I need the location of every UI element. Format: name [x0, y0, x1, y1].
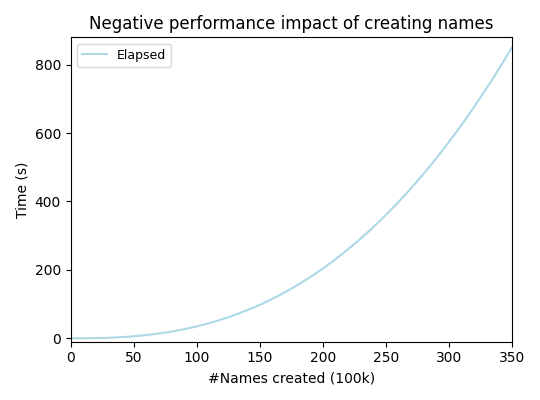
Elapsed	[280, 291, 286, 296]
Elapsed	[498, 63, 504, 68]
Line: Elapsed: Elapsed	[71, 48, 512, 338]
Elapsed	[509, 45, 515, 50]
Elapsed	[68, 336, 74, 341]
X-axis label: #Names created (100k): #Names created (100k)	[208, 371, 375, 385]
Elapsed	[277, 292, 284, 297]
Y-axis label: Time (s): Time (s)	[15, 161, 29, 218]
Legend: Elapsed: Elapsed	[77, 44, 171, 66]
Elapsed	[306, 275, 313, 280]
Title: Negative performance impact of creating names: Negative performance impact of creating …	[89, 15, 494, 33]
Elapsed	[429, 161, 436, 166]
Elapsed	[330, 258, 336, 263]
